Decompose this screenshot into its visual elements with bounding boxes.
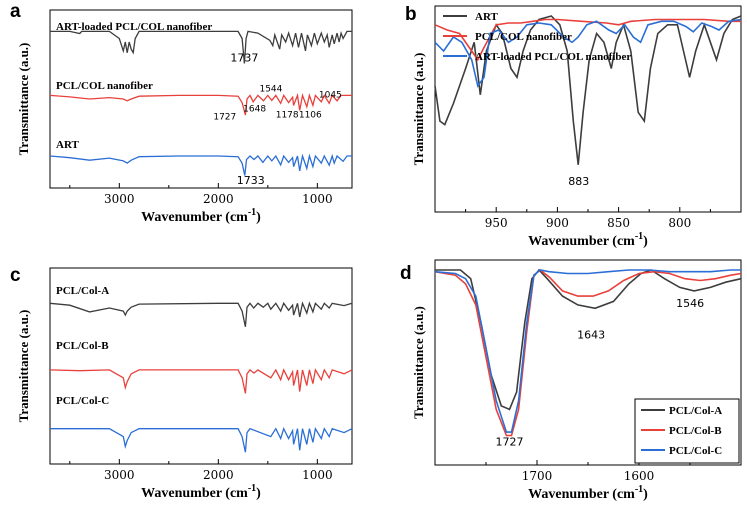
x-tick-label: 1000 [302, 192, 333, 206]
x-tick-label: 850 [607, 216, 630, 230]
peak-annotation: 1733 [237, 174, 265, 187]
series-label: PCL/Col-B [56, 340, 109, 352]
x-tick-label: 1600 [624, 469, 655, 483]
x-tick-label: 3000 [104, 192, 135, 206]
y-axis-label: Transmittance (a.u.) [411, 53, 426, 166]
peak-annotation: 1178 [276, 110, 299, 120]
legend-label: ART [475, 11, 499, 23]
series-line [49, 301, 353, 327]
legend-label: PCL/Col-A [669, 405, 722, 417]
series-line [434, 269, 741, 433]
plot-frame [49, 9, 353, 189]
panel-label: c [10, 265, 21, 286]
y-axis-label: Transmittance (a.u.) [16, 310, 31, 423]
x-axis-label: Wavenumber (cm-1) [528, 484, 648, 502]
peak-annotation: 1648 [243, 104, 266, 114]
panel-label: d [400, 263, 412, 284]
peak-annotation: 1643 [577, 328, 605, 341]
plot-frame [49, 267, 353, 465]
legend-label: PCL/Col-C [669, 445, 722, 457]
x-tick-label: 2000 [203, 468, 234, 482]
peak-annotation: 1546 [676, 297, 704, 310]
x-tick-label: 3000 [104, 468, 135, 482]
peak-annotation: 1737 [230, 51, 258, 64]
x-axis-label: Wavenumber (cm-1) [141, 207, 261, 225]
series-line [50, 426, 353, 453]
series-line [49, 368, 353, 394]
series-label: ART [56, 139, 80, 151]
y-axis-label: Transmittance (a.u.) [411, 306, 426, 419]
series-label: PCL/Col-A [56, 285, 109, 297]
panel-label: b [405, 4, 417, 25]
panel-c: c Transmittance (a.u.) 3000 2000 1000 Wavenum… [10, 265, 353, 501]
series-line [434, 15, 742, 165]
peak-annotation: 883 [568, 175, 589, 188]
series-line [50, 30, 352, 64]
x-tick-label: 1000 [302, 468, 333, 482]
series-line [434, 18, 741, 62]
peak-annotation: 1544 [259, 84, 282, 94]
legend-label: PCL/COL nanofiber [475, 31, 572, 43]
series-line [49, 153, 352, 176]
x-tick-label: 2000 [203, 192, 234, 206]
legend-label: PCL/Col-B [669, 425, 722, 437]
x-tick-label: 1700 [522, 469, 553, 483]
y-axis-label: Transmittance (a.u.) [16, 43, 31, 156]
panel-d: d Transmittance (a.u.) 1700 1600Wavenumber … [400, 259, 742, 502]
series-label: PCL/COL nanofiber [56, 80, 153, 92]
panel-label: a [10, 1, 21, 22]
series-line [434, 268, 742, 437]
x-axis-label: Wavenumber (cm-1) [528, 231, 648, 249]
x-axis-label: Wavenumber (cm-1) [141, 483, 261, 501]
series-line [49, 92, 352, 116]
peak-annotation: 1727 [495, 435, 523, 448]
x-tick-label: 950 [485, 216, 508, 230]
series-label: PCL/Col-C [56, 395, 109, 407]
peak-annotation: 1727 [213, 112, 236, 122]
series-label: ART-loaded PCL/COL nanofiber [56, 21, 212, 33]
x-tick-label: 900 [546, 216, 569, 230]
x-tick-label: 800 [668, 216, 691, 230]
peak-annotation: 1045 [319, 90, 342, 100]
legend-label: ART-loaded PCL/COL nanofiber [475, 51, 631, 63]
peak-annotation: 1106 [299, 110, 322, 120]
series-line [434, 18, 742, 88]
panel-b: b Transmittance (a.u.) 950 900 850 800 Wavenum… [405, 4, 742, 249]
panel-a: a Transmittance (a.u.) 3000 2000 1000 Wavenum… [10, 1, 353, 225]
